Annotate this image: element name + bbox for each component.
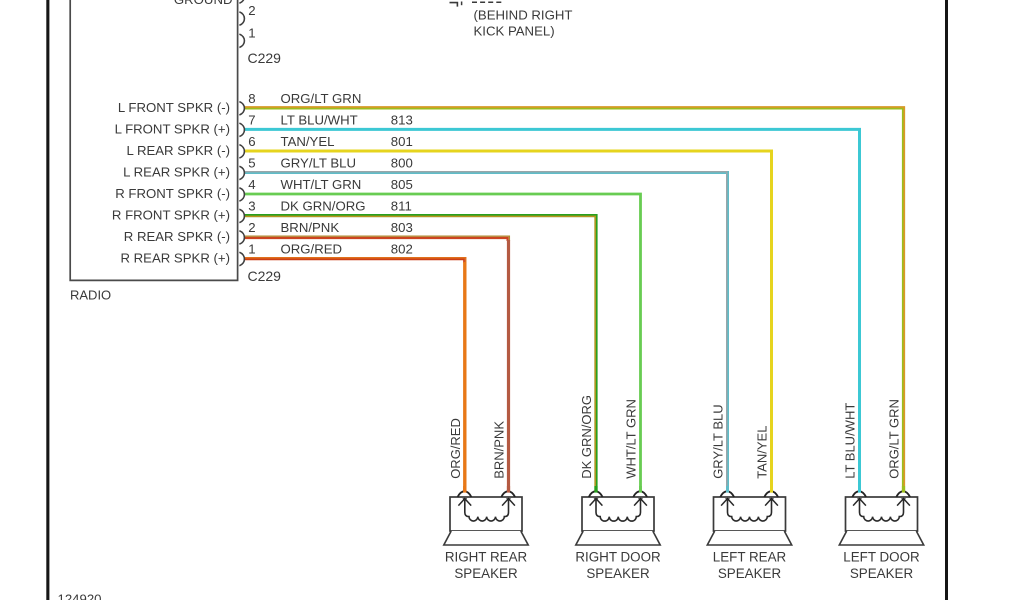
svg-text:BRN/PNK: BRN/PNK (492, 421, 507, 479)
svg-text:L FRONT SPKR (-): L FRONT SPKR (-) (118, 100, 230, 115)
svg-text:TAN/YEL: TAN/YEL (755, 426, 770, 479)
svg-text:TAN/YEL: TAN/YEL (281, 134, 335, 149)
svg-text:4: 4 (248, 177, 255, 192)
svg-text:7: 7 (248, 112, 255, 127)
svg-text:SPEAKER: SPEAKER (850, 566, 914, 581)
svg-text:1: 1 (248, 242, 255, 257)
svg-text:L REAR SPKR (-): L REAR SPKR (-) (126, 143, 230, 158)
svg-text:3: 3 (248, 199, 255, 214)
svg-text:124920: 124920 (58, 592, 102, 600)
svg-text:805: 805 (391, 177, 413, 192)
svg-text:2: 2 (248, 220, 255, 235)
svg-text:LEFT DOOR: LEFT DOOR (843, 549, 920, 564)
svg-text:DK GRN/ORG: DK GRN/ORG (281, 199, 366, 214)
svg-text:5: 5 (248, 156, 255, 171)
svg-text:SPEAKER: SPEAKER (586, 566, 650, 581)
svg-text:KICK PANEL): KICK PANEL) (474, 24, 555, 39)
svg-text:6: 6 (248, 134, 255, 149)
svg-text:800: 800 (391, 156, 413, 171)
svg-text:SPEAKER: SPEAKER (718, 566, 782, 581)
svg-text:RIGHT REAR: RIGHT REAR (445, 549, 528, 564)
svg-text:DK GRN/ORG: DK GRN/ORG (579, 395, 594, 479)
svg-text:GROUND: GROUND (174, 0, 233, 7)
svg-text:811: 811 (391, 199, 412, 214)
svg-text:LT BLU/WHT: LT BLU/WHT (281, 112, 358, 127)
svg-text:WHT/LT GRN: WHT/LT GRN (281, 177, 362, 192)
svg-text:ORG/RED: ORG/RED (281, 242, 343, 257)
svg-text:R FRONT SPKR (-): R FRONT SPKR (-) (115, 186, 230, 201)
svg-text:813: 813 (391, 112, 413, 127)
svg-text:803: 803 (391, 220, 413, 235)
svg-text:L FRONT SPKR (+): L FRONT SPKR (+) (115, 121, 230, 136)
svg-text:C229: C229 (248, 50, 282, 66)
svg-text:8: 8 (248, 91, 255, 106)
svg-text:ORG/RED: ORG/RED (448, 418, 463, 479)
svg-text:RIGHT DOOR: RIGHT DOOR (575, 549, 661, 564)
svg-text:L REAR SPKR (+): L REAR SPKR (+) (123, 165, 230, 180)
svg-text:R REAR SPKR (+): R REAR SPKR (+) (120, 251, 230, 266)
svg-text:LEFT REAR: LEFT REAR (713, 549, 787, 564)
svg-text:ORG/LT GRN: ORG/LT GRN (887, 399, 902, 479)
svg-text:R REAR SPKR (-): R REAR SPKR (-) (124, 229, 230, 244)
svg-text:C229: C229 (248, 268, 282, 284)
svg-text:SPEAKER: SPEAKER (454, 566, 518, 581)
svg-text:LT BLU/WHT: LT BLU/WHT (843, 403, 858, 479)
svg-text:GRY/LT BLU: GRY/LT BLU (711, 404, 726, 478)
svg-text:WHT/LT GRN: WHT/LT GRN (624, 399, 639, 479)
svg-text:802: 802 (391, 242, 413, 257)
svg-text:1: 1 (248, 25, 255, 40)
svg-text:ORG/LT GRN: ORG/LT GRN (281, 91, 362, 106)
svg-text:801: 801 (391, 134, 413, 149)
svg-text:R FRONT SPKR (+): R FRONT SPKR (+) (112, 208, 230, 223)
svg-text:BRN/PNK: BRN/PNK (281, 220, 340, 235)
svg-text:(BEHIND RIGHT: (BEHIND RIGHT (474, 8, 573, 23)
svg-text:GRY/LT BLU: GRY/LT BLU (281, 156, 357, 171)
svg-text:RADIO: RADIO (70, 288, 111, 303)
svg-text:2: 2 (248, 3, 255, 18)
